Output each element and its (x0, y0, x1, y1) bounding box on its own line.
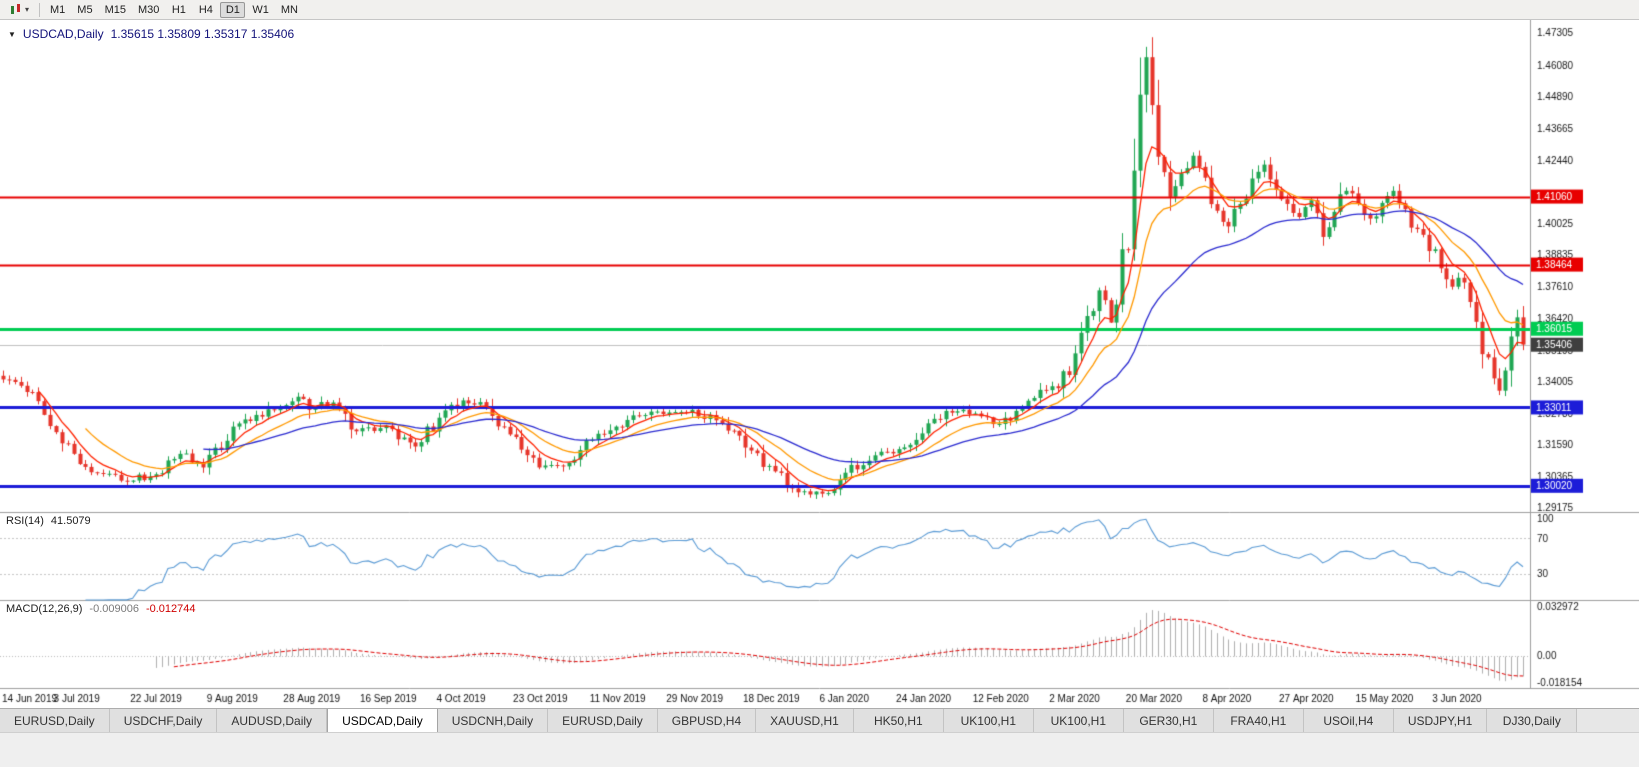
chart-tab-2-audusd-daily[interactable]: AUDUSD,Daily (217, 709, 328, 732)
timeframe-button-m1[interactable]: M1 (50, 3, 66, 16)
chart-tab-15-dj30-daily[interactable]: DJ30,Daily (1487, 709, 1578, 732)
timeframe-button-d1[interactable]: D1 (220, 1, 246, 18)
chart-tab-5-eurusd-daily[interactable]: EURUSD,Daily (548, 709, 658, 732)
chart-type-button[interactable]: ▾ (4, 1, 34, 19)
chart-tab-3-usdcad-daily[interactable]: USDCAD,Daily (327, 709, 438, 732)
chart-tab-1-usdchf-daily[interactable]: USDCHF,Daily (109, 709, 218, 732)
timeframe-button-h4[interactable]: H4 (198, 3, 213, 16)
chart-tab-bar: EURUSD,Daily USDCHF,Daily AUDUSD,Daily USDC… (0, 708, 1639, 732)
toolbar-separator (39, 2, 41, 17)
timeframe-button-h1[interactable]: H1 (171, 3, 186, 16)
collapse-triangle-icon[interactable]: ▼ (8, 29, 16, 39)
timeframe-button-mn[interactable]: MN (280, 3, 298, 16)
timeframe-button-w1[interactable]: W1 (252, 3, 269, 16)
timeframe-button-m30[interactable]: M30 (137, 3, 160, 16)
chart-tab-13-usoil-h4[interactable]: USOil,H4 (1303, 709, 1394, 732)
status-bar (0, 732, 1639, 767)
timeframe-button-m15[interactable]: M15 (104, 3, 126, 16)
chart-tab-6-gbpusd-h4[interactable]: GBPUSD,H4 (657, 709, 757, 732)
price-chart-canvas[interactable] (0, 20, 1639, 708)
chart-tab-10-uk100-h1[interactable]: UK100,H1 (1033, 709, 1124, 732)
chart-tab-0-eurusd-daily[interactable]: EURUSD,Daily (0, 709, 110, 732)
candlestick-chart-icon (9, 3, 22, 16)
chart-tab-11-ger30-h1[interactable]: GER30,H1 (1123, 709, 1214, 732)
chart-area: ▼ USDCAD,Daily 1.35615 1.35809 1.35317 1… (0, 20, 1639, 708)
timeframe-group: M1 M5 M15 M30 H1 H4 D1 W1 MN (45, 1, 303, 18)
chart-tab-7-xauusd-h1[interactable]: XAUUSD,H1 (756, 709, 854, 732)
chevron-down-icon: ▾ (25, 4, 30, 14)
chart-tab-9-uk100-h1[interactable]: UK100,H1 (943, 709, 1034, 732)
chart-tab-8-hk50-h1[interactable]: HK50,H1 (853, 709, 944, 732)
chart-tab-14-usdjpy-h1[interactable]: USDJPY,H1 (1393, 709, 1488, 732)
chart-tab-12-fra40-h1[interactable]: FRA40,H1 (1213, 709, 1304, 732)
timeframe-button-m5[interactable]: M5 (77, 3, 93, 16)
toolbar: ▾ M1 M5 M15 M30 H1 H4 D1 W1 MN (0, 0, 1639, 20)
chart-tab-4-usdcnh-daily[interactable]: USDCNH,Daily (437, 709, 549, 732)
